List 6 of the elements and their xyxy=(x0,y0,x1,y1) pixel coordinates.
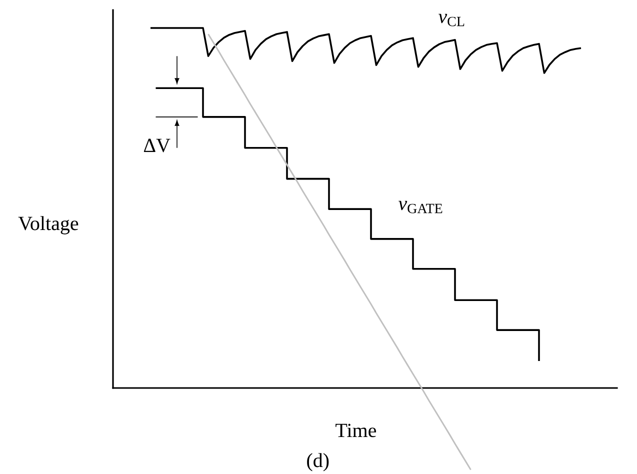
annotation: ΔV xyxy=(144,138,170,152)
annotation: (d) xyxy=(307,453,329,472)
series-label: v$_{GATE}$ xyxy=(398,200,442,214)
x-axis-title: Time xyxy=(336,424,376,438)
y-axis-title: Voltage xyxy=(18,216,78,234)
series-label: v$_{CL}$ xyxy=(438,14,464,26)
